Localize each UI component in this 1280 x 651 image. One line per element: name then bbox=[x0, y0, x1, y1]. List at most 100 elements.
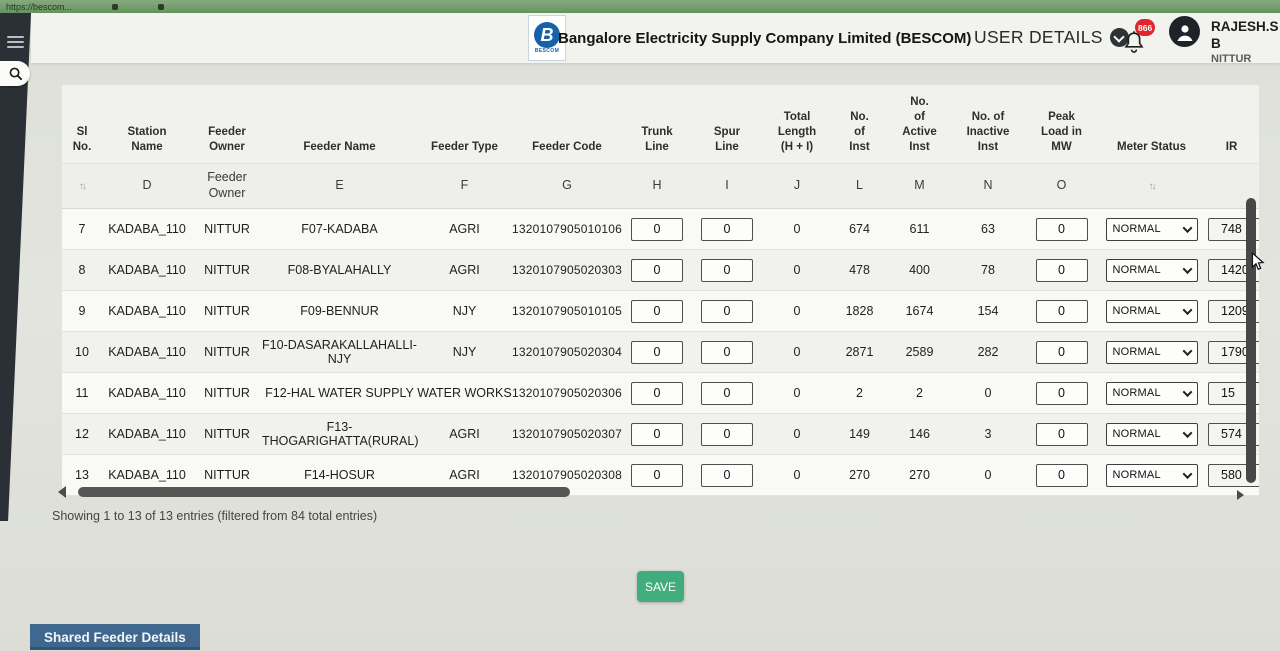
cell-type: AGRI bbox=[449, 427, 480, 441]
user-info: RAJESH.S B NITTUR bbox=[1211, 19, 1280, 67]
spur-line-input[interactable] bbox=[701, 299, 753, 323]
user-name: RAJESH.S B bbox=[1211, 19, 1279, 51]
cell-type: NJY bbox=[452, 304, 477, 318]
trunk-line-input[interactable] bbox=[631, 340, 683, 364]
meter-status-select[interactable]: NORMAL bbox=[1105, 422, 1198, 446]
cell-code: 1320107905010105 bbox=[512, 304, 622, 318]
spur-line-input[interactable] bbox=[701, 340, 753, 364]
trunk-line-input[interactable] bbox=[631, 463, 683, 487]
cell-meter: NORMAL bbox=[1099, 422, 1204, 446]
meter-status-select[interactable]: NORMAL bbox=[1105, 463, 1198, 487]
browser-chrome-strip: https://bescom... bbox=[0, 0, 1280, 13]
cell-total: 0 bbox=[793, 345, 801, 359]
col-inactive-inst: No. of Inactive Inst bbox=[966, 111, 1010, 154]
peak-load-input[interactable] bbox=[1035, 299, 1088, 323]
spur-line-input[interactable] bbox=[701, 217, 753, 241]
scroll-right-arrow[interactable] bbox=[1237, 490, 1244, 500]
cell-name: F12-HAL WATER SUPPLY bbox=[265, 386, 414, 400]
col-total-length: Total Length (H + I) bbox=[777, 111, 817, 154]
cell-inst: 149 bbox=[849, 427, 870, 441]
cell-code: 1320107905020307 bbox=[512, 427, 622, 441]
spur-line-input[interactable] bbox=[701, 381, 753, 405]
chevron-down-icon bbox=[1182, 468, 1192, 479]
peak-load-input[interactable] bbox=[1035, 381, 1088, 405]
vertical-scrollbar[interactable] bbox=[1246, 198, 1256, 483]
trunk-line-input[interactable] bbox=[631, 258, 683, 282]
cell-inactive: 63 bbox=[981, 222, 995, 236]
meter-status-value: NORMAL bbox=[1112, 346, 1161, 358]
cell-active: 400 bbox=[909, 263, 930, 277]
spur-line-input[interactable] bbox=[701, 463, 753, 487]
sidebar-search-button[interactable] bbox=[0, 61, 30, 86]
cell-peak bbox=[1024, 422, 1099, 446]
peak-load-input[interactable] bbox=[1035, 422, 1088, 446]
cell-sl: 11 bbox=[75, 386, 89, 400]
spur-line-input[interactable] bbox=[701, 258, 753, 282]
spur-line-input[interactable] bbox=[701, 422, 753, 446]
cell-name: F08-BYALAHALLY bbox=[287, 263, 392, 277]
cell-sl: 10 bbox=[75, 345, 89, 359]
meter-status-select[interactable]: NORMAL bbox=[1105, 340, 1198, 364]
cell-inst: 1828 bbox=[845, 304, 874, 318]
table-body: 7 KADABA_110 NITTUR F07-KADABA AGRI 132010790… bbox=[62, 209, 1259, 496]
cell-active: 611 bbox=[909, 222, 930, 236]
meter-status-select[interactable]: NORMAL bbox=[1105, 217, 1198, 241]
table-row: 11 KADABA_110 NITTUR F12-HAL WATER SUPPLY WA… bbox=[62, 373, 1259, 414]
menu-icon[interactable] bbox=[7, 33, 24, 51]
entries-status-text: Showing 1 to 13 of 13 entries (filtered … bbox=[52, 509, 378, 523]
user-avatar[interactable] bbox=[1169, 16, 1200, 47]
cell-owner: NITTUR bbox=[204, 468, 250, 482]
cell-peak bbox=[1024, 258, 1099, 282]
col-active-inst: No. of Active Inst bbox=[902, 96, 937, 154]
meter-status-select[interactable]: NORMAL bbox=[1105, 258, 1198, 282]
cell-trunk bbox=[622, 463, 692, 487]
scroll-left-arrow[interactable] bbox=[58, 486, 66, 498]
trunk-line-input[interactable] bbox=[631, 422, 683, 446]
chevron-down-icon bbox=[1182, 386, 1192, 397]
cell-name: F14-HOSUR bbox=[304, 468, 375, 482]
meter-status-select[interactable]: NORMAL bbox=[1105, 381, 1198, 405]
cell-spur bbox=[692, 299, 762, 323]
col-feeder-name: Feeder Name bbox=[303, 141, 376, 154]
cell-meter: NORMAL bbox=[1099, 340, 1204, 364]
sort-icon[interactable]: ↑↓ bbox=[1148, 181, 1157, 193]
cell-total: 0 bbox=[793, 304, 801, 318]
notifications-button[interactable]: 866 bbox=[1121, 19, 1157, 61]
peak-load-input[interactable] bbox=[1035, 258, 1088, 282]
horizontal-scrollbar[interactable] bbox=[78, 487, 570, 497]
save-button[interactable]: SAVE bbox=[637, 571, 684, 602]
cell-station: KADABA_110 bbox=[108, 263, 186, 277]
user-location: NITTUR bbox=[1211, 52, 1252, 65]
peak-load-input[interactable] bbox=[1035, 463, 1088, 487]
sort-icon[interactable]: ↑↓ bbox=[79, 181, 87, 193]
cell-active: 2589 bbox=[905, 345, 934, 359]
user-details-menu[interactable]: USER DETAILS bbox=[974, 27, 1129, 48]
cell-total: 0 bbox=[793, 263, 801, 277]
cell-total: 0 bbox=[793, 427, 801, 441]
peak-load-input[interactable] bbox=[1035, 217, 1088, 241]
chevron-down-icon bbox=[1109, 28, 1129, 47]
cell-inactive: 78 bbox=[981, 263, 995, 277]
cell-meter: NORMAL bbox=[1099, 217, 1204, 241]
peak-load-input[interactable] bbox=[1035, 340, 1088, 364]
trunk-line-input[interactable] bbox=[631, 217, 683, 241]
cell-inactive: 0 bbox=[984, 386, 992, 400]
cell-meter: NORMAL bbox=[1099, 381, 1204, 405]
cell-inst: 2871 bbox=[845, 345, 874, 359]
cell-owner: NITTUR bbox=[204, 386, 250, 400]
cell-owner: NITTUR bbox=[204, 345, 250, 359]
cell-code: 1320107905010106 bbox=[512, 222, 622, 236]
cell-sl: 8 bbox=[78, 263, 86, 277]
cell-inst: 478 bbox=[849, 263, 870, 277]
app-header: B BESCOM Bangalore Electricity Supply Co… bbox=[31, 13, 1280, 65]
shared-feeder-details-tab[interactable]: Shared Feeder Details bbox=[30, 624, 200, 650]
cell-inactive: 282 bbox=[977, 345, 999, 359]
table-row: 10 KADABA_110 NITTUR F10-DASARAKALLAHALLI-N… bbox=[62, 332, 1259, 373]
bescom-logo: B BESCOM bbox=[528, 15, 566, 61]
cell-inactive: 154 bbox=[977, 304, 999, 318]
cell-trunk bbox=[622, 422, 692, 446]
meter-status-select[interactable]: NORMAL bbox=[1105, 299, 1198, 323]
trunk-line-input[interactable] bbox=[631, 381, 683, 405]
trunk-line-input[interactable] bbox=[631, 299, 683, 323]
table-subheader-row: ↑↓ D Feeder Owner E F G H I J L M N O ↑↓ bbox=[62, 163, 1259, 209]
